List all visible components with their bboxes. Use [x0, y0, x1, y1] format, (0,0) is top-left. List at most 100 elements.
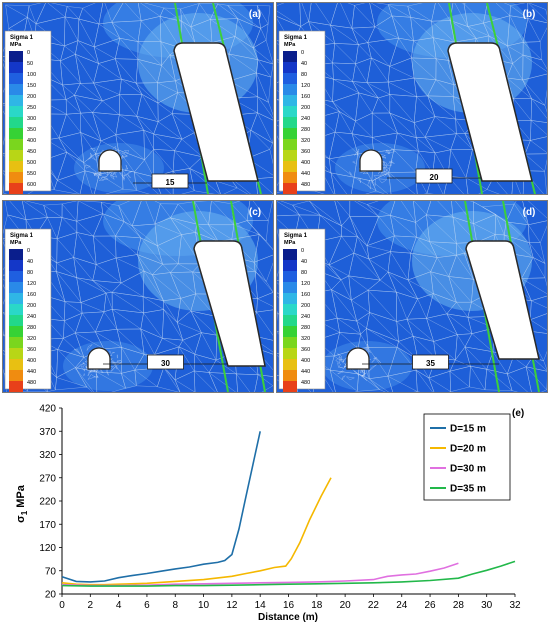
y-tick-label: 220: [39, 497, 56, 508]
panel-b-tunnel: [359, 149, 383, 172]
panel-a-legend-tick: 0: [27, 50, 30, 56]
legend-label: D=15 m: [450, 424, 486, 435]
x-tick-label: 4: [116, 600, 122, 611]
panel-a-legend-swatch: [9, 172, 23, 183]
series-line-3: [61, 562, 459, 587]
panel-b-legend-tick: 320: [301, 138, 310, 144]
series-line-4: [61, 560, 516, 587]
panel-b-legend-swatch: [283, 95, 297, 106]
panel-a-distance-box: [151, 173, 189, 189]
panel-b-legend-swatch: [283, 139, 297, 150]
panel-c-legend-tick: 240: [27, 314, 36, 320]
y-tick-label: 120: [39, 543, 56, 554]
y-tick-label: 320: [39, 450, 56, 461]
panel-d-legend-swatch: [283, 249, 297, 260]
panel-b-distance-label: 20: [430, 173, 439, 182]
panel-a-legend-swatch: [9, 150, 23, 161]
panel-d-legend-tick: 440: [301, 369, 310, 375]
panel-a-legend-swatch: [9, 84, 23, 95]
panel-b-tag: (b): [523, 9, 536, 20]
panel-c-distance-box: [147, 354, 184, 370]
panel-c-tag: (c): [249, 207, 261, 218]
panel-c-distance-label: 30: [161, 359, 170, 368]
panel-d-legend-tick: 320: [301, 336, 310, 342]
panel-b-legend-swatch: [283, 106, 297, 117]
panel-b-legend-swatch: [283, 117, 297, 128]
panel-b-stope: [447, 42, 533, 182]
x-tick-label: 24: [396, 600, 408, 611]
panel-b-legend-tick: 400: [301, 160, 310, 166]
legend-label: D=30 m: [450, 464, 486, 475]
panel-a-legend-tick: 450: [27, 149, 36, 155]
panel-b-legend-tick: 160: [301, 94, 310, 100]
chart-x-label: Distance (m): [258, 612, 318, 623]
panel-b-legend-swatch: [283, 84, 297, 95]
series-line-1: [61, 431, 261, 583]
panel-c-legend-swatch: [9, 249, 23, 260]
panel-a-legend-tick: 100: [27, 72, 36, 78]
x-tick-label: 32: [509, 600, 521, 611]
panel-b-legend-tick: 440: [301, 171, 310, 177]
panel-a: 15 (a) Sigma 1 MPa 0 50 100 150 200 250 300 350 400 4…: [2, 2, 274, 195]
panel-d-legend-tick: 360: [301, 347, 310, 353]
x-tick-label: 16: [283, 600, 295, 611]
x-tick-label: 14: [255, 600, 267, 611]
panel-c-legend-tick: 0: [27, 248, 30, 254]
panel-d-legend-tick: 280: [301, 325, 310, 331]
panel-a-legend-tick: 50: [27, 61, 33, 67]
panel-c-legend-swatch: [9, 381, 23, 392]
panel-d-legend-tick: 120: [301, 281, 310, 287]
panel-d-legend-tick: 40: [301, 259, 307, 265]
panel-c-legend-tick: 280: [27, 325, 36, 331]
panel-b-legend-swatch: [283, 73, 297, 84]
panel-d-legend-swatch: [283, 348, 297, 359]
stress-distance-chart: σ1 MPa Distance (m) (e) 2070120170220270…: [15, 404, 524, 624]
panel-b-legend-swatch: [283, 62, 297, 73]
panel-a-legend-swatch: [9, 73, 23, 84]
panel-b-legend-tick: 0: [301, 50, 304, 56]
panel-a-legend-swatch: [9, 51, 23, 62]
panel-a-legend-tick: 300: [27, 116, 36, 122]
panel-c-legend-swatch: [9, 293, 23, 304]
panel-a-legend-unit: MPa: [10, 42, 22, 48]
panel-c-legend-tick: 360: [27, 347, 36, 353]
panel-b: 20 (b) Sigma 1 MPa 0 40 80 120 160 200 240 280 320 36…: [276, 2, 548, 195]
panel-d-legend-tick: 480: [301, 380, 310, 386]
panel-a-legend-swatch: [9, 117, 23, 128]
panel-d-distance-box: [412, 354, 449, 370]
panel-a-legend-tick: 400: [27, 138, 36, 144]
panel-a-distance-label: 15: [166, 178, 175, 187]
panel-c-legend-tick: 160: [27, 292, 36, 298]
panel-c-legend-tick: 120: [27, 281, 36, 287]
panel-a-legend-tick: 150: [27, 83, 36, 89]
panel-d-legend-tick: 0: [301, 248, 304, 254]
y-tick-label: 20: [45, 590, 57, 601]
panel-b-legend-swatch: [283, 51, 297, 62]
panel-a-legend-swatch: [9, 139, 23, 150]
panel-c-legend-swatch: [9, 359, 23, 370]
panel-b-legend-swatch: [283, 172, 297, 183]
chart-panel-tag: (e): [512, 408, 524, 419]
panel-d-legend-swatch: [283, 337, 297, 348]
panel-d-legend-swatch: [283, 381, 297, 392]
x-tick-label: 20: [340, 600, 352, 611]
panel-d-legend-tick: 160: [301, 292, 310, 298]
x-tick-label: 28: [453, 600, 465, 611]
panel-b-distance-box: [415, 168, 453, 184]
panel-d-legend-tick: 80: [301, 270, 307, 276]
panel-c-legend-tick: 440: [27, 369, 36, 375]
panel-c-tunnel: [87, 347, 111, 370]
x-tick-label: 26: [425, 600, 437, 611]
x-tick-label: 12: [226, 600, 238, 611]
chart-y-label: σ1 MPa: [15, 484, 29, 523]
panel-d-stope: [465, 240, 540, 360]
panel-c-legend-swatch: [9, 271, 23, 282]
panel-c-legend-unit: MPa: [10, 240, 22, 246]
x-tick-label: 0: [59, 600, 65, 611]
panel-c-legend-tick: 480: [27, 380, 36, 386]
